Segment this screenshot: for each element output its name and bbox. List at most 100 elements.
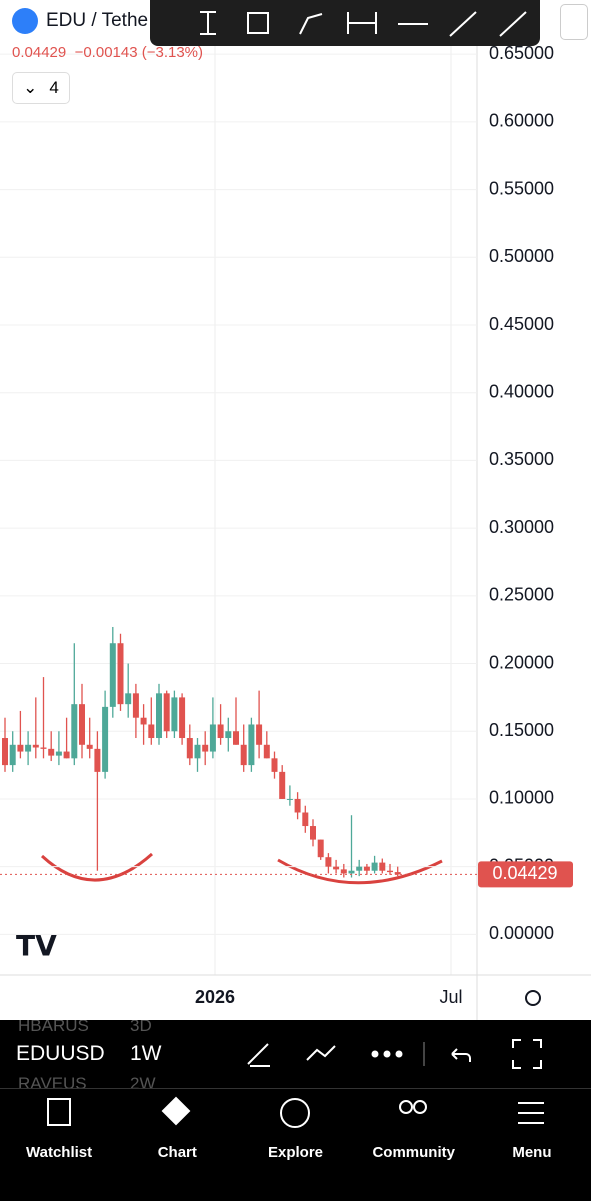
undo-icon[interactable] <box>451 1048 471 1062</box>
chevron: ⌄ <box>23 78 38 97</box>
symbol-header[interactable]: EDU / Tethe <box>12 8 148 34</box>
tool[interactable] <box>200 11 216 35</box>
candle-body <box>94 748 101 772</box>
symbol: EDU / Tethe <box>46 10 149 31</box>
y-tick-label: 0.40000 <box>489 381 554 401</box>
y-tick-label: 0.45000 <box>489 314 554 334</box>
nav-icon <box>280 1098 310 1128</box>
nav-item[interactable]: Menu <box>512 1144 552 1161</box>
settings-icon[interactable] <box>525 990 541 1006</box>
candle-body <box>140 717 147 725</box>
candle-body <box>271 758 278 772</box>
drawn-arc <box>40 852 153 882</box>
tool[interactable] <box>499 11 527 37</box>
tv-logo: 𝗧𝗩 <box>16 930 57 961</box>
y-tick-label: 0.15000 <box>489 720 554 740</box>
candle-body <box>79 704 85 745</box>
candle-body <box>340 869 347 874</box>
nav-item[interactable]: Chart <box>157 1144 197 1161</box>
nav-item[interactable]: Community <box>372 1144 455 1161</box>
y-tick-label: 0.25000 <box>489 585 554 605</box>
candle-body <box>263 744 270 759</box>
nav-icon <box>518 1102 544 1124</box>
candle-body <box>125 693 132 705</box>
candle-body <box>86 744 93 749</box>
interval[interactable]: 1W <box>130 1042 162 1065</box>
more-icon[interactable] <box>371 1050 379 1058</box>
chart: 2026 Jul 𝗧𝗩 0.000000.050000.100000.15000… <box>0 0 591 1020</box>
y-tick-label: 0.35000 <box>489 449 554 469</box>
candle-body <box>17 744 24 752</box>
candle-body <box>109 643 116 707</box>
more-icon <box>395 1050 403 1058</box>
tool[interactable] <box>299 13 323 35</box>
candle-body <box>40 747 47 749</box>
symbol[interactable]: RAVEUS <box>18 1074 87 1088</box>
symbol[interactable]: EDUUSD <box>16 1042 105 1065</box>
candle-body <box>186 738 193 759</box>
candle-body <box>194 744 201 759</box>
fullscreen-icon[interactable] <box>512 1039 542 1069</box>
candle-body <box>379 862 386 871</box>
y-tick-label: 0.55000 <box>489 178 554 198</box>
candle-body <box>256 724 263 745</box>
candle-body <box>248 724 255 766</box>
nav-item[interactable]: Explore <box>267 1144 324 1161</box>
candle-body <box>279 771 286 799</box>
candle-body <box>387 870 393 873</box>
candle-body <box>2 738 8 766</box>
last-price-label: 0.04429 <box>492 863 557 883</box>
y-tick-label: 0.00000 <box>489 923 554 943</box>
symbol-tools <box>247 1039 542 1069</box>
candle-body <box>240 744 247 766</box>
drawn-arc <box>277 858 443 885</box>
indicators-icon[interactable] <box>306 1045 336 1061</box>
interval: 3D <box>130 1020 152 1035</box>
candle-body <box>171 697 178 732</box>
y-tick-label: 0.50000 <box>489 246 554 266</box>
pen-icon[interactable] <box>247 1043 270 1067</box>
candle-body <box>348 870 355 874</box>
candle-body <box>225 731 232 739</box>
nav-icon <box>161 1096 191 1126</box>
candle-body <box>32 744 39 748</box>
y-tick-label: 0.10000 <box>489 788 554 808</box>
candle-body <box>286 798 293 800</box>
nav-icon <box>399 1100 413 1114</box>
candle-body <box>217 724 224 739</box>
tool[interactable] <box>449 11 477 37</box>
tool[interactable] <box>347 12 377 34</box>
candle-body <box>302 812 309 827</box>
candle-body <box>156 693 162 739</box>
price: 0.04429 <box>12 44 67 61</box>
candle-body <box>202 744 209 752</box>
y-tick-label: 0.30000 <box>489 517 554 537</box>
candle-body <box>371 862 378 871</box>
indicators-toggle[interactable]: ⌄ 4 <box>12 72 70 104</box>
candle-body <box>102 706 109 772</box>
tool[interactable] <box>247 12 269 34</box>
more-icon <box>383 1050 391 1058</box>
candle-body <box>209 724 216 752</box>
coin-logo <box>12 8 38 34</box>
y-tick-label: 0.60000 <box>489 111 554 131</box>
candle-body <box>294 798 301 813</box>
candle-body <box>179 697 186 739</box>
price-line: 0.04429 −0.00143 (−3.13%) <box>12 44 203 61</box>
dropdown[interactable] <box>560 4 588 40</box>
candle-body <box>148 724 155 739</box>
nav-icons <box>47 1096 544 1128</box>
nav-item[interactable]: Watchlist <box>26 1144 93 1161</box>
y-tick-label: 0.20000 <box>489 652 554 672</box>
candle-body <box>48 748 55 756</box>
candle-body <box>55 751 62 756</box>
candle-body <box>333 866 340 870</box>
candle-body <box>233 731 239 745</box>
drawing-toolbar <box>150 0 540 46</box>
candle-body <box>356 866 363 871</box>
candle-body <box>325 857 332 867</box>
symbol[interactable]: HBARUS <box>18 1020 89 1035</box>
candle-body <box>394 872 401 875</box>
y-tick-label: 0.65000 <box>489 43 554 63</box>
